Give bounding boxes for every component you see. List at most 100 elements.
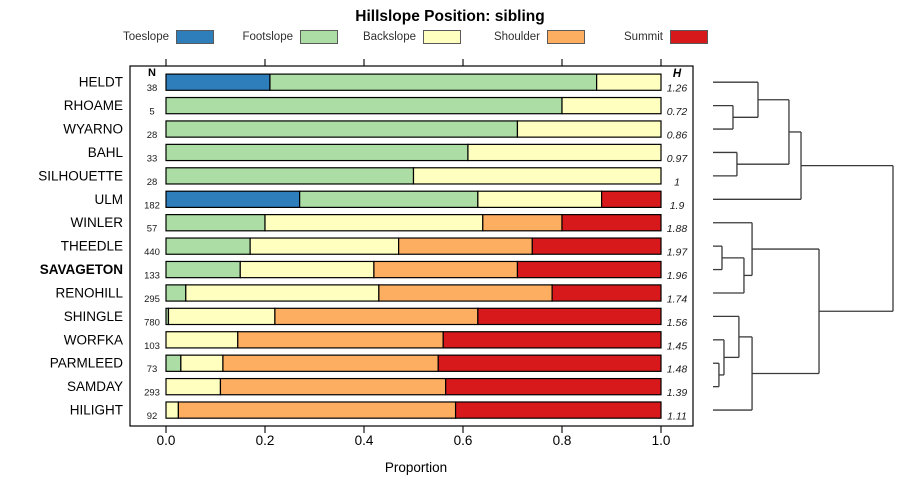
row-label: HELDT <box>79 75 123 90</box>
legend-label: Toeslope <box>122 31 169 43</box>
bar-segment-footslope <box>299 190 479 208</box>
row-label: SAVAGETON <box>40 262 123 277</box>
row-label: ULM <box>94 192 123 207</box>
n-value: 28 <box>147 130 158 141</box>
bar-segment-backslope <box>165 331 239 349</box>
h-column-header: H <box>673 68 682 80</box>
bar-segment-backslope <box>249 237 400 255</box>
row-label: PARMLEED <box>50 356 124 371</box>
h-value: 0.72 <box>667 106 688 118</box>
bar-segment-summit <box>561 214 662 232</box>
bar-segment-shoulder <box>237 331 444 349</box>
legend-label: Backslope <box>362 31 416 43</box>
x-axis-tick-label: 0.8 <box>553 433 572 448</box>
n-value: 28 <box>147 177 158 188</box>
n-value: 103 <box>144 341 160 352</box>
x-axis-tick-label: 0.2 <box>256 433 275 448</box>
row-label: SAMDAY <box>67 379 123 394</box>
legend-item: Shoulder <box>494 30 585 44</box>
bar-segment-backslope <box>412 167 662 185</box>
h-value: 1.9 <box>670 200 685 212</box>
x-axis-tick-label: 1.0 <box>652 433 671 448</box>
plot-box <box>129 65 694 427</box>
bar-segment-shoulder <box>482 214 563 232</box>
bar-segment-footslope <box>165 96 563 115</box>
bar-segment-toeslope <box>165 73 271 91</box>
n-value: 5 <box>149 107 154 118</box>
bar-segment-backslope <box>477 190 603 208</box>
bar-segment-summit <box>531 237 662 255</box>
legend-label: Summit <box>624 31 663 43</box>
bar-segment-backslope <box>561 96 662 115</box>
n-value: 293 <box>144 388 160 399</box>
legend-item: Backslope <box>363 30 461 44</box>
n-value: 38 <box>147 83 158 94</box>
bar-segment-shoulder <box>177 401 457 419</box>
x-axis-tick-label: 0.6 <box>454 433 473 448</box>
n-value: 182 <box>144 200 160 211</box>
h-value: 1.96 <box>667 270 688 282</box>
bar-segment-shoulder <box>222 354 439 372</box>
bar-segment-summit <box>437 354 662 372</box>
legend-label: Shoulder <box>493 31 540 43</box>
bar-segment-backslope <box>264 214 484 232</box>
n-value: 780 <box>144 317 160 328</box>
legend-item: Toeslope <box>123 30 214 44</box>
row-label: WORFKA <box>64 332 123 347</box>
row-label: BAHL <box>88 145 124 160</box>
x-axis-tick-label: 0.0 <box>157 433 176 448</box>
n-column-header: N <box>148 67 156 79</box>
bar-segment-backslope <box>467 143 662 162</box>
row-label: RHOAME <box>64 98 123 113</box>
x-axis-tick-label: 0.4 <box>355 433 374 448</box>
bar-segment-toeslope <box>165 190 301 208</box>
bar-segment-backslope <box>165 401 179 419</box>
bar-segment-footslope <box>165 143 469 162</box>
bar-segment-backslope <box>596 73 662 91</box>
h-value: 1.74 <box>667 293 688 305</box>
row-label: SILHOUETTE <box>38 168 123 183</box>
legend-item: Footslope <box>242 30 338 44</box>
bar-segment-shoulder <box>274 307 479 326</box>
bar-segment-summit <box>445 377 662 396</box>
bar-segment-backslope <box>516 120 662 138</box>
n-value: 295 <box>144 294 160 305</box>
h-value: 0.97 <box>667 153 689 165</box>
legend-label: Footslope <box>242 31 293 43</box>
bar-segment-shoulder <box>373 260 519 279</box>
row-label: WYARNO <box>63 122 123 137</box>
n-value: 73 <box>147 364 158 375</box>
n-value: 133 <box>144 271 160 282</box>
chart-title: Hillslope Position: sibling <box>355 8 545 25</box>
row-label: RENOHILL <box>55 285 123 300</box>
row-label: THEEDLE <box>61 239 123 254</box>
h-value: 1.45 <box>667 340 688 352</box>
h-value: 1.88 <box>667 223 688 235</box>
bar-segment-footslope <box>165 260 241 279</box>
legend-swatch <box>423 30 461 44</box>
bar-segment-summit <box>442 331 662 349</box>
legend-swatch <box>547 30 585 44</box>
h-value: 1.56 <box>667 317 688 329</box>
x-axis-label: Proportion <box>384 460 448 475</box>
bar-segment-backslope <box>185 284 380 302</box>
h-value: 1.39 <box>667 387 688 399</box>
n-value: 92 <box>147 411 158 422</box>
bar-segment-summit <box>516 260 662 279</box>
bar-segment-footslope <box>269 73 598 91</box>
n-value: 440 <box>144 247 160 258</box>
bar-segment-backslope <box>165 377 222 396</box>
row-label: WINLER <box>70 215 123 230</box>
h-value: 0.86 <box>667 130 688 142</box>
h-value: 1.48 <box>667 364 688 376</box>
row-label: SHINGLE <box>64 309 123 324</box>
bar-segment-footslope <box>165 120 519 138</box>
h-value: 1.26 <box>667 83 688 95</box>
bar-segment-footslope <box>165 354 182 372</box>
h-value: 1 <box>674 176 680 188</box>
bar-segment-backslope <box>167 307 276 326</box>
bar-segment-shoulder <box>219 377 447 396</box>
bar-segment-summit <box>600 190 662 208</box>
